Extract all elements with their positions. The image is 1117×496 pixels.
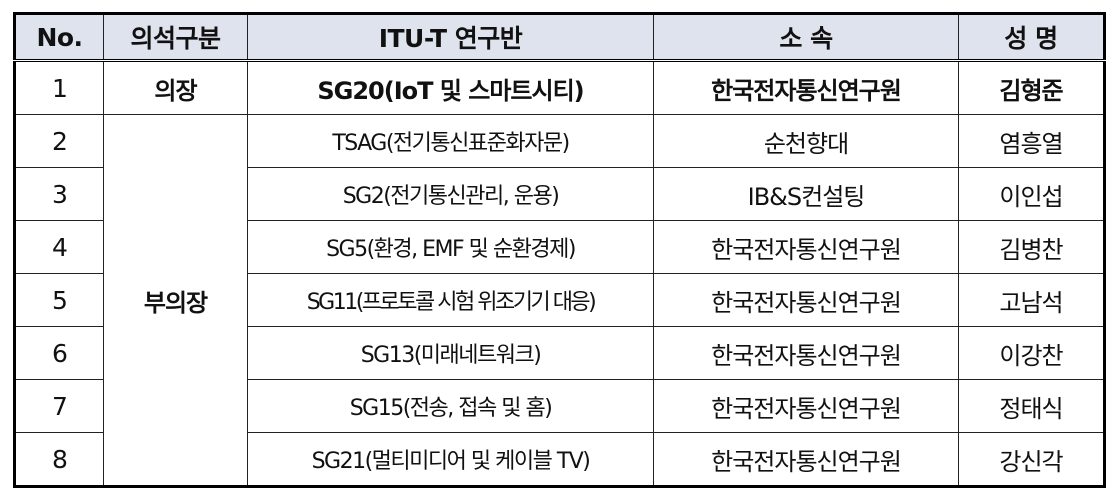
cell-affiliation: 한국전자통신연구원: [653, 432, 959, 487]
cell-affiliation: 한국전자통신연구원: [653, 60, 959, 115]
cell-name: 김형준: [958, 60, 1105, 115]
cell-affiliation: 한국전자통신연구원: [653, 220, 959, 274]
cell-name: 고남석: [958, 273, 1105, 327]
cell-affiliation: 한국전자통신연구원: [653, 326, 959, 380]
cell-name: 김병찬: [958, 220, 1105, 274]
table-row: 6 SG13(미래네트워크) 한국전자통신연구원 이강찬: [14, 326, 1105, 380]
table-row: 1 의장 SG20(IoT 및 스마트시티) 한국전자통신연구원 김형준: [14, 60, 1105, 115]
table-row: 7 SG15(전송, 접속 및 홈) 한국전자통신연구원 정태식: [14, 379, 1105, 433]
table-row: 5 SG11(프로토콜 시험 위조기기 대응) 한국전자통신연구원 고남석: [14, 273, 1105, 327]
header-seat: 의석구분: [103, 13, 248, 61]
cell-affiliation: 순천향대: [653, 114, 959, 168]
cell-no: 3: [14, 167, 104, 221]
table-row: 4 SG5(환경, EMF 및 순환경제) 한국전자통신연구원 김병찬: [14, 220, 1105, 274]
cell-name: 염흥열: [958, 114, 1105, 168]
cell-group: SG5(환경, EMF 및 순환경제): [247, 220, 654, 274]
header-affiliation: 소 속: [653, 13, 959, 61]
table-row: 2 부의장 TSAG(전기통신표준화자문) 순천향대 염흥열: [14, 114, 1105, 487]
cell-no: 5: [14, 273, 104, 327]
header-no: No.: [14, 13, 104, 61]
cell-group: TSAG(전기통신표준화자문): [247, 114, 654, 168]
header-group: ITU-T 연구반: [247, 13, 654, 61]
cell-group: SG21(멀티미디어 및 케이블 TV): [247, 432, 654, 487]
cell-no: 8: [14, 432, 104, 487]
cell-group: SG13(미래네트워크): [247, 326, 654, 380]
cell-affiliation: 한국전자통신연구원: [653, 379, 959, 433]
cell-name: 강신각: [958, 432, 1105, 487]
cell-no: 1: [14, 60, 104, 115]
cell-name: 정태식: [958, 379, 1105, 433]
cell-group: SG2(전기통신관리, 운용): [247, 167, 654, 221]
cell-name: 이강찬: [958, 326, 1105, 380]
cell-group: SG15(전송, 접속 및 홈): [247, 379, 654, 433]
header-row: No. 의석구분 ITU-T 연구반 소 속 성 명: [14, 13, 1105, 61]
cell-affiliation: 한국전자통신연구원: [653, 273, 959, 327]
cell-name: 이인섭: [958, 167, 1105, 221]
cell-group: SG11(프로토콜 시험 위조기기 대응): [247, 273, 654, 327]
table-row: 8 SG21(멀티미디어 및 케이블 TV) 한국전자통신연구원 강신각: [14, 432, 1105, 487]
itu-t-officers-table: No. 의석구분 ITU-T 연구반 소 속 성 명 1 의장 SG20(IoT…: [13, 12, 1106, 488]
cell-no: 7: [14, 379, 104, 433]
cell-group: SG20(IoT 및 스마트시티): [247, 60, 654, 115]
cell-no: 4: [14, 220, 104, 274]
header-name: 성 명: [958, 13, 1105, 61]
cell-affiliation: IB&S컨설팅: [653, 167, 959, 221]
cell-seat: 의장: [103, 60, 248, 115]
cell-no: 2: [14, 114, 104, 168]
table-row: 3 SG2(전기통신관리, 운용) IB&S컨설팅 이인섭: [14, 167, 1105, 221]
cell-no: 6: [14, 326, 104, 380]
cell-seat: 부의장: [103, 114, 248, 487]
